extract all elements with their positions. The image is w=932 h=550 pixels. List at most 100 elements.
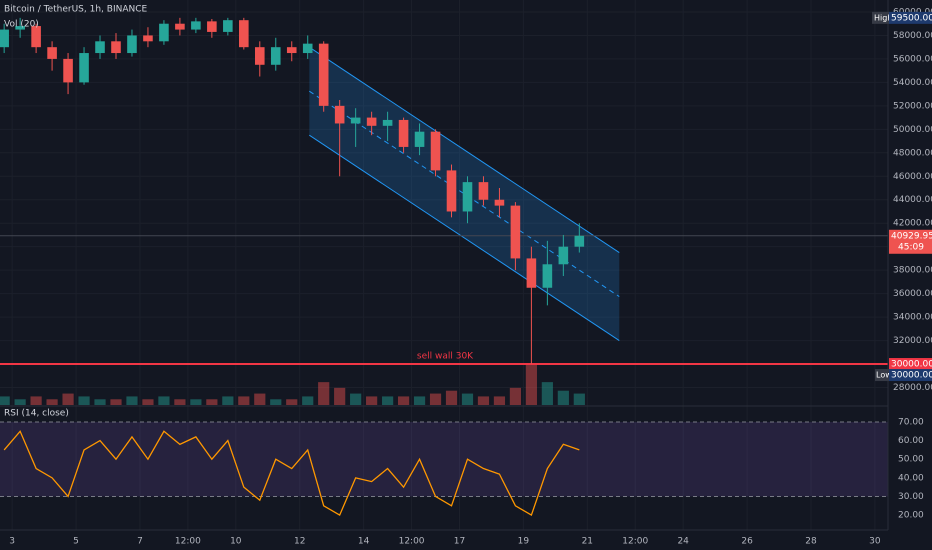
candle-body [510,205,521,259]
volume-bar [206,399,218,405]
low-value: 30000.00 [891,371,932,381]
volume-bar [318,382,330,405]
volume-bar [0,396,10,405]
candle-body [462,182,473,212]
high_marker-tag: High [874,13,892,22]
volume-bar [382,396,394,405]
x-tick-label: 17 [454,537,465,547]
x-tick-label: 30 [869,537,881,547]
x-tick-label: 21 [582,537,593,547]
x-tick-label: 12:00 [622,537,648,547]
volume-bar [334,387,346,405]
candle-body [494,199,505,206]
x-tick-label: 28 [805,537,817,547]
candle-body [382,119,393,126]
volume-bar [14,399,26,405]
volume-bar [110,399,122,405]
candle-body [0,29,9,48]
candle-body [31,26,41,48]
candle-body [366,117,377,126]
y-tick-label: 44000.00 [893,195,932,205]
volume-bar [350,393,362,405]
x-tick-label: 7 [137,537,143,547]
main-pane: sell wall 30K [0,17,888,517]
candle-body [239,20,249,48]
volume-bar [573,393,585,405]
rsi-tick-label: 30.00 [898,492,924,502]
volume-bar [525,365,537,405]
low-tag: Low [876,371,892,380]
candle-body [47,47,57,59]
candle-body [286,47,297,54]
candle-body [318,43,329,106]
volume-bar [158,396,170,405]
candle-body [334,105,345,124]
x-tick-label: 24 [677,537,689,547]
y-tick-label: 58000.00 [893,31,932,41]
candle-body [526,258,537,288]
hline-value: 30000.00 [891,360,932,370]
y-tick-label: 52000.00 [893,101,932,111]
axis-labels: 28000.00 30000.00 32000.00 34000.00 36000.00… [9,7,932,547]
rsi-tick-label: 20.00 [898,511,924,521]
volume-bar [78,396,90,405]
last-price-countdown: 45:09 [898,242,924,252]
y-tick-label: 46000.00 [893,172,932,182]
candle-body [414,131,425,147]
rsi-tick-label: 40.00 [898,473,924,483]
rsi-tick-label: 50.00 [898,455,924,465]
candle-body [446,170,457,212]
volume-bar [557,390,569,405]
volume-bar [477,396,490,405]
volume-bar [493,396,506,405]
volume-bar [302,396,314,405]
low-tag-box [875,369,889,382]
y-tick-label: 34000.00 [893,313,932,323]
y-tick-label: 42000.00 [893,219,932,229]
volume-bar [254,393,266,405]
candle-body [574,235,585,247]
rsi-tick-label: 60.00 [898,436,924,446]
candle-body [127,35,137,54]
volume-bar [190,399,202,405]
volume-bar [429,393,442,405]
volume-bar [397,396,410,405]
last-price-box [889,229,932,254]
x-tick-label: 3 [9,537,15,547]
volume-bar [238,396,250,405]
candle-body [15,26,25,30]
volume-bar [445,390,458,405]
candle-body [558,246,569,265]
high_marker-tag-box [872,11,889,24]
volume-bar [30,396,42,405]
hline-box [889,358,932,371]
volume-bar [413,396,426,405]
y-tick-label: 28000.00 [893,383,932,393]
high_marker-value: 59500.00 [891,13,932,23]
candle-body [542,264,553,288]
candle-body [398,119,409,147]
volume-bar [270,399,282,405]
candle-body [191,21,201,30]
volume-bar [222,396,234,405]
rsi-band [0,421,888,497]
y-tick-label: 54000.00 [893,78,932,88]
channel-lower [309,134,620,341]
volume-bar [366,396,378,405]
candle-body [254,47,265,65]
y-tick-label: 32000.00 [893,336,932,346]
candle-body [430,131,441,171]
candle-body [79,53,89,83]
volume-bar [46,399,58,405]
y-tick-label: 56000.00 [893,54,932,64]
volume-bar [174,399,186,405]
volume-bar [509,387,522,405]
sell-wall-label: sell wall 30K [417,352,474,362]
volume-bar [461,393,474,405]
x-tick-label: 12:00 [175,537,201,547]
candle-body [175,23,185,30]
y-tick-label: 36000.00 [893,289,932,299]
candle-body [270,47,281,65]
x-tick-label: 12 [294,537,305,547]
